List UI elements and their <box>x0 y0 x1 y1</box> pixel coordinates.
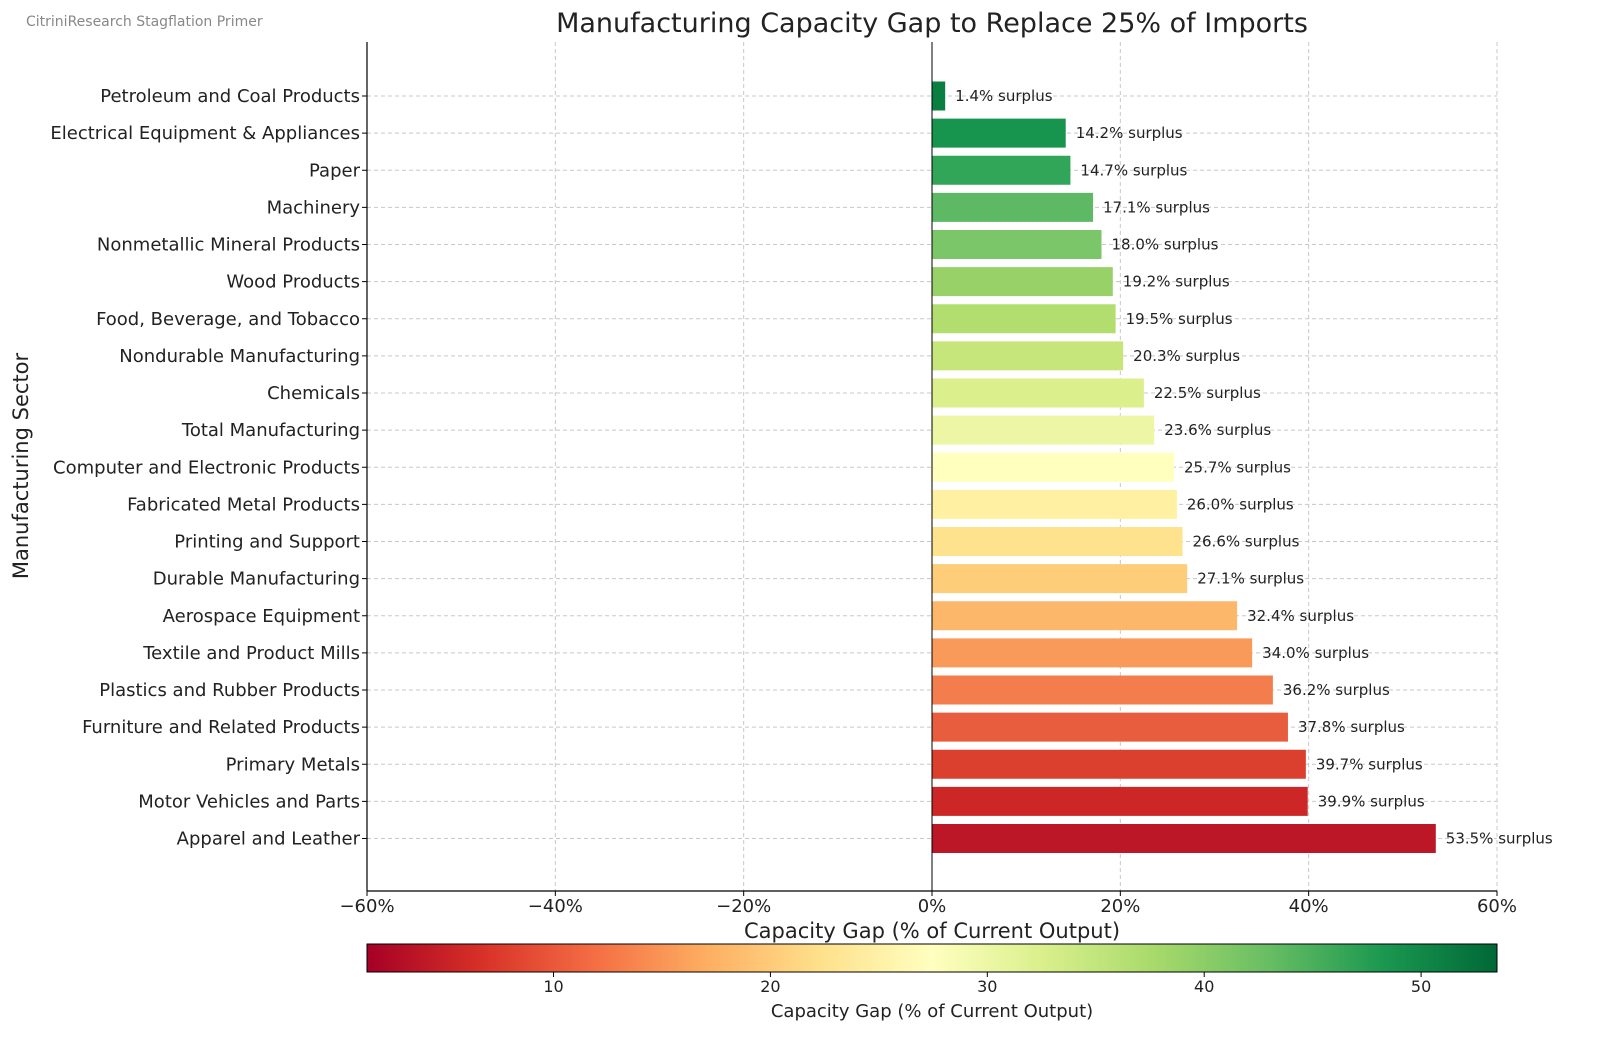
y-tick-label-5: Wood Products <box>226 272 360 293</box>
source-note: CitriniResearch Stagflation Primer <box>26 14 263 30</box>
data-label-13: 27.1% surplus <box>1197 570 1304 588</box>
y-tick-label-13: Durable Manufacturing <box>153 569 360 590</box>
chart-title: Manufacturing Capacity Gap to Replace 25… <box>556 8 1308 39</box>
x-tick-label-0: −60% <box>339 896 394 917</box>
y-tick-label-3: Machinery <box>267 197 361 218</box>
data-label-5: 19.2% surplus <box>1123 273 1230 291</box>
bar-1 <box>932 118 1066 148</box>
data-label-19: 39.9% surplus <box>1318 792 1425 810</box>
colorbar-gradient <box>366 943 1498 973</box>
data-label-9: 23.6% surplus <box>1164 421 1271 439</box>
data-label-16: 36.2% surplus <box>1283 681 1390 699</box>
colorbar-label: Capacity Gap (% of Current Output) <box>771 1001 1093 1022</box>
y-tick-label-4: Nonmetallic Mineral Products <box>97 235 360 256</box>
y-tick-label-6: Food, Beverage, and Tobacco <box>96 309 360 330</box>
colorbar-tick-label-4: 50 <box>1411 977 1431 996</box>
bar-9 <box>932 415 1155 445</box>
y-tick-label-19: Motor Vehicles and Parts <box>138 791 360 812</box>
data-label-18: 39.7% surplus <box>1316 755 1423 773</box>
bar-15 <box>932 638 1253 668</box>
data-label-14: 32.4% surplus <box>1247 607 1354 625</box>
bar-3 <box>932 192 1094 222</box>
colorbar-tick-label-1: 20 <box>760 977 780 996</box>
bar-7 <box>932 341 1124 371</box>
data-label-3: 17.1% surplus <box>1103 198 1210 216</box>
data-label-0: 1.4% surplus <box>955 87 1053 105</box>
x-tick-label-6: 60% <box>1477 896 1517 917</box>
bar-16 <box>932 675 1273 705</box>
y-tick-label-0: Petroleum and Coal Products <box>100 86 360 107</box>
bar-18 <box>932 749 1306 779</box>
bar-8 <box>932 378 1144 408</box>
y-tick-label-18: Primary Metals <box>226 754 360 775</box>
data-label-10: 25.7% surplus <box>1184 458 1291 476</box>
colorbar-tick-label-2: 30 <box>977 977 997 996</box>
y-tick-label-10: Computer and Electronic Products <box>53 457 360 478</box>
x-tick-labels: −60% −40% −20% 0% 20% 40% 60% <box>339 896 1517 917</box>
y-tick-label-16: Plastics and Rubber Products <box>99 680 360 701</box>
x-axis-label: Capacity Gap (% of Current Output) <box>744 919 1120 943</box>
data-label-2: 14.7% surplus <box>1080 161 1187 179</box>
bar-12 <box>932 527 1183 556</box>
data-label-12: 26.6% surplus <box>1192 533 1299 551</box>
y-tick-label-2: Paper <box>309 160 361 181</box>
y-tick-label-12: Printing and Support <box>174 532 360 553</box>
data-label-11: 26.0% surplus <box>1187 495 1294 513</box>
bar-19 <box>932 786 1308 816</box>
y-tick-label-1: Electrical Equipment & Appliances <box>50 123 360 144</box>
bars <box>932 81 1436 853</box>
bar-17 <box>932 712 1288 742</box>
bar-13 <box>932 564 1188 594</box>
colorbar-tick-label-3: 40 <box>1194 977 1214 996</box>
y-tick-label-8: Chemicals <box>267 383 360 404</box>
y-tick-label-14: Aerospace Equipment <box>163 606 360 627</box>
bar-6 <box>932 304 1116 334</box>
y-tick-label-15: Textile and Product Mills <box>142 643 360 664</box>
x-tick-label-5: 40% <box>1289 896 1329 917</box>
bar-14 <box>932 601 1238 631</box>
y-tick-label-11: Fabricated Metal Products <box>127 494 360 515</box>
bar-5 <box>932 267 1113 297</box>
axes <box>362 42 1498 896</box>
bar-10 <box>932 452 1175 482</box>
x-tick-label-1: −40% <box>528 896 583 917</box>
bar-0 <box>932 81 946 111</box>
y-tick-label-9: Total Manufacturing <box>181 420 360 441</box>
data-label-6: 19.5% surplus <box>1126 310 1233 328</box>
y-tick-label-17: Furniture and Related Products <box>82 717 360 738</box>
y-tick-labels: Petroleum and Coal Products Electrical Eq… <box>50 86 360 850</box>
colorbar-tick-label-0: 10 <box>543 977 563 996</box>
bar-2 <box>932 155 1071 185</box>
data-label-15: 34.0% surplus <box>1262 644 1369 662</box>
data-label-7: 20.3% surplus <box>1133 347 1240 365</box>
bar-11 <box>932 489 1177 519</box>
data-label-20: 53.5% surplus <box>1446 830 1553 848</box>
data-labels: 1.4% surplus 14.2% surplus 14.7% surplus 17… <box>955 87 1553 848</box>
y-tick-label-7: Nondurable Manufacturing <box>119 346 360 367</box>
bar-4 <box>932 230 1102 259</box>
y-tick-label-20: Apparel and Leather <box>177 829 361 850</box>
data-label-8: 22.5% surplus <box>1154 384 1261 402</box>
x-tick-label-4: 20% <box>1100 896 1140 917</box>
y-axis-label: Manufacturing Sector <box>9 353 33 580</box>
colorbar: 10 20 30 40 50 <box>366 943 1498 996</box>
data-label-1: 14.2% surplus <box>1076 124 1183 142</box>
data-label-17: 37.8% surplus <box>1298 718 1405 736</box>
bar-20 <box>932 824 1436 853</box>
x-tick-label-3: 0% <box>918 896 947 917</box>
x-tick-label-2: −20% <box>716 896 771 917</box>
data-label-4: 18.0% surplus <box>1112 236 1219 254</box>
